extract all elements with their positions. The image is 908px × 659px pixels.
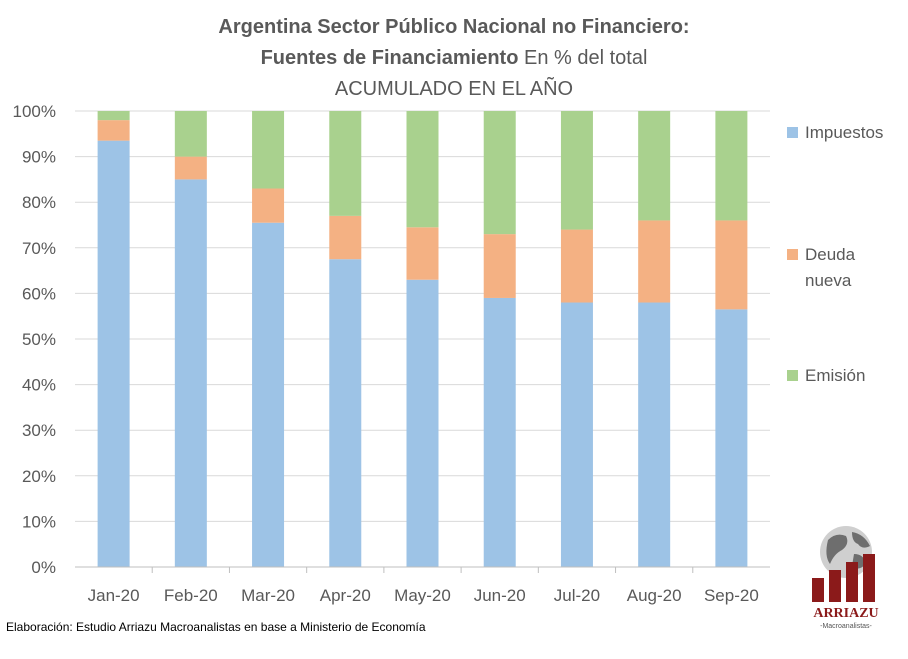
x-tick-label: Sep-20	[704, 586, 759, 605]
bar-emision	[715, 111, 748, 221]
x-tick-label: Jul-20	[554, 586, 600, 605]
x-tick-label: Aug-20	[627, 586, 682, 605]
y-tick-label: 50%	[22, 330, 56, 349]
y-tick-label: 20%	[22, 467, 56, 486]
x-axis-ticks: Jan-20 Feb-20 Mar-20 Apr-20 May-20 Jun-20 Jul-…	[88, 567, 759, 605]
source-note: Elaboración: Estudio Arriazu Macroanalis…	[6, 620, 426, 634]
bar-emision	[560, 111, 593, 230]
y-axis-ticks: 0% 10% 20% 30% 40% 50% 60% 70% 80% 90% 100%	[13, 102, 56, 577]
legend: Impuestos Deuda nueva Emisión	[787, 123, 883, 385]
arriazu-logo: ARRIAZU -Macroanalistas-	[812, 526, 879, 630]
legend-label-emision: Emisión	[805, 366, 865, 385]
bars	[97, 111, 748, 567]
y-tick-label: 30%	[22, 421, 56, 440]
bar-deuda	[252, 188, 285, 223]
legend-label-deuda: nueva	[805, 271, 852, 290]
bar-deuda	[174, 156, 207, 180]
bar-impuestos	[329, 259, 362, 567]
bar-emision	[638, 111, 671, 221]
x-tick-label: Apr-20	[320, 586, 371, 605]
logo-bar-3	[846, 562, 858, 602]
bar-impuestos	[715, 309, 748, 567]
globe-continent-1	[826, 534, 848, 564]
x-tick-label: May-20	[394, 586, 451, 605]
y-tick-label: 80%	[22, 193, 56, 212]
chart-title-line2: Fuentes de Financiamiento En % del total	[261, 47, 648, 69]
legend-swatch-impuestos	[787, 127, 798, 138]
bar-deuda	[329, 215, 362, 260]
y-tick-label: 90%	[22, 148, 56, 167]
bar-emision	[174, 111, 207, 157]
bar-deuda	[715, 220, 748, 310]
legend-label-deuda: Deuda	[805, 245, 856, 264]
bar-deuda	[638, 220, 671, 303]
bar-emision	[483, 111, 516, 235]
y-tick-label: 0%	[31, 558, 56, 577]
globe-icon	[820, 526, 872, 578]
chart-title-line2-bold: Fuentes de Financiamiento	[261, 47, 519, 69]
logo-bars-icon	[812, 554, 875, 602]
bar-deuda	[406, 227, 439, 280]
bar-emision	[406, 111, 439, 228]
globe-continent-2	[852, 532, 870, 548]
bar-impuestos	[638, 302, 671, 567]
x-tick-label: Jun-20	[474, 586, 526, 605]
logo-bar-4	[863, 554, 875, 602]
chart-title-line1: Argentina Sector Público Nacional no Fin…	[218, 16, 689, 38]
y-tick-label: 40%	[22, 376, 56, 395]
bar-impuestos	[174, 179, 207, 567]
logo-name: ARRIAZU	[813, 606, 878, 621]
legend-swatch-deuda	[787, 249, 798, 260]
logo-subtitle: -Macroanalistas-	[820, 623, 872, 630]
bar-deuda	[97, 120, 130, 141]
x-tick-label: Mar-20	[241, 586, 295, 605]
bar-impuestos	[406, 279, 439, 567]
bar-impuestos	[97, 140, 130, 567]
bar-emision	[252, 111, 285, 189]
x-tick-label: Jan-20	[88, 586, 140, 605]
x-tick-label: Feb-20	[164, 586, 218, 605]
bar-emision	[97, 111, 130, 121]
logo-bar-1	[812, 578, 824, 602]
legend-label-impuestos: Impuestos	[805, 123, 883, 142]
y-tick-label: 60%	[22, 284, 56, 303]
chart-title-line2-rest: En % del total	[518, 47, 647, 69]
chart-title-line3: ACUMULADO EN EL AÑO	[335, 76, 573, 100]
bar-deuda	[560, 229, 593, 303]
bar-impuestos	[483, 297, 516, 567]
y-tick-label: 100%	[13, 102, 56, 121]
logo-bar-2	[829, 570, 841, 602]
bar-impuestos	[252, 222, 285, 567]
bar-impuestos	[560, 302, 593, 567]
y-tick-label: 10%	[22, 512, 56, 531]
legend-swatch-emision	[787, 370, 798, 381]
bar-deuda	[483, 234, 516, 298]
bar-emision	[329, 111, 362, 216]
y-tick-label: 70%	[22, 239, 56, 258]
